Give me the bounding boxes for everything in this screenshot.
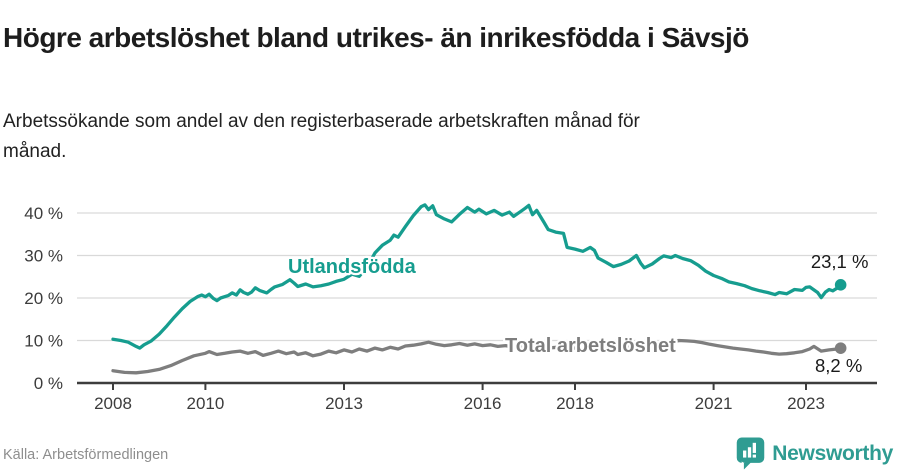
- x-tick-label: 2013: [325, 394, 363, 413]
- y-tick-label: 30 %: [24, 247, 63, 266]
- newsworthy-bars-icon: [737, 437, 765, 470]
- series-end-dot: [834, 279, 847, 291]
- x-tick-label: 2021: [695, 394, 733, 413]
- source-note: Källa: Arbetsförmedlingen: [3, 447, 169, 463]
- x-tick-label: 2018: [556, 394, 594, 413]
- series-label: Utlandsfödda: [288, 256, 417, 278]
- series-end-dot: [834, 342, 847, 354]
- series-line: [111, 338, 843, 375]
- chart-title: Högre arbetslöshet bland utrikes- än inr…: [3, 21, 749, 53]
- y-tick-label: 20 %: [24, 289, 63, 308]
- series-label: Total arbetslöshet: [505, 335, 676, 357]
- y-tick-label: 0 %: [34, 374, 63, 393]
- x-tick-label: 2016: [464, 394, 502, 413]
- series-end-label: 8,2 %: [815, 355, 862, 376]
- series-end-label: 23,1 %: [811, 251, 869, 272]
- series-line: [111, 203, 843, 350]
- chart-subtitle: Arbetssökande som andel av den registerb…: [3, 111, 640, 162]
- x-tick-label: 2008: [94, 394, 132, 413]
- newsworthy-logo: Newsworthy: [736, 437, 893, 470]
- y-tick-label: 10 %: [24, 332, 63, 351]
- x-tick-label: 2023: [787, 394, 825, 413]
- x-tick-label: 2010: [186, 394, 224, 413]
- y-tick-label: 40 %: [24, 204, 63, 223]
- newsworthy-wordmark: Newsworthy: [772, 441, 893, 465]
